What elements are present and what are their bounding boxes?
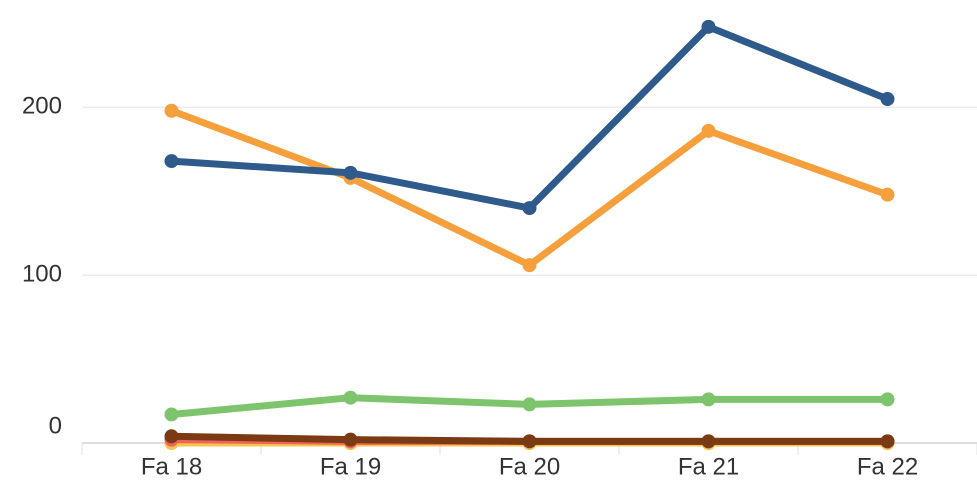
data-point <box>343 390 358 405</box>
data-point <box>343 165 358 180</box>
data-point <box>164 429 179 444</box>
data-point <box>880 92 895 107</box>
y-tick-label: 0 <box>49 412 62 439</box>
data-point <box>343 432 358 447</box>
data-point <box>164 103 179 118</box>
data-point <box>880 434 895 449</box>
x-tick-label: Fa 20 <box>499 453 560 480</box>
x-tick-label: Fa 18 <box>141 453 202 480</box>
data-point <box>522 258 537 273</box>
x-tick-label: Fa 22 <box>857 453 918 480</box>
data-point <box>522 434 537 449</box>
data-point <box>880 392 895 407</box>
y-tick-label: 200 <box>22 93 62 120</box>
data-point <box>522 201 537 216</box>
series-line <box>170 107 889 269</box>
x-tick-label: Fa 19 <box>320 453 381 480</box>
data-point <box>701 123 716 138</box>
data-point <box>164 154 179 169</box>
data-point <box>880 187 895 202</box>
x-tick-label: Fa 21 <box>678 453 739 480</box>
data-point <box>701 434 716 449</box>
data-point <box>522 397 537 412</box>
data-point <box>701 19 716 34</box>
data-point <box>701 392 716 407</box>
data-point <box>164 407 179 422</box>
series-line <box>171 23 889 212</box>
y-tick-label: 100 <box>22 261 62 288</box>
